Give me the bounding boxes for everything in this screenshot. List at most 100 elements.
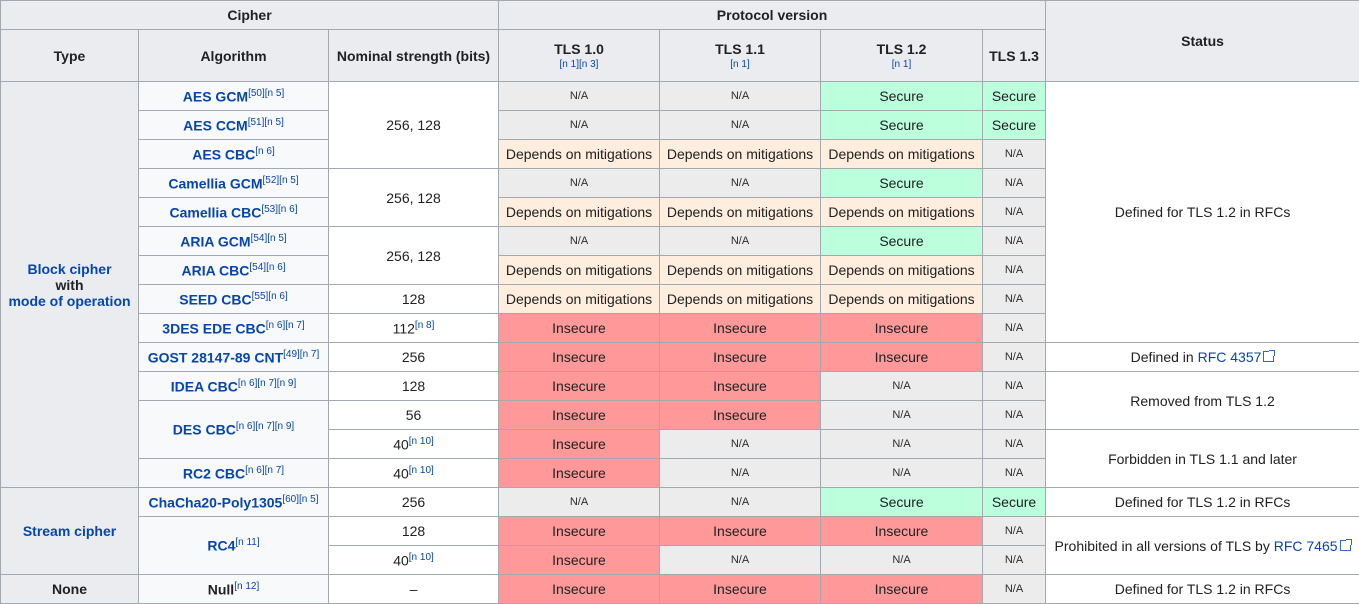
- footnote-link[interactable]: [n 6]: [255, 145, 275, 157]
- footnote-link[interactable]: [n 10]: [408, 551, 434, 563]
- table-row: IDEA CBC[n 6][n 7][n 9] 128 Insecure Ins…: [1, 371, 1359, 430]
- strength-cell: 40[n 10]: [328, 545, 499, 575]
- tls12-footnote-link[interactable]: [n 1]: [891, 59, 912, 70]
- footnote-link[interactable]: [n 6][n 7][n 9]: [237, 377, 297, 389]
- tls13-secure: Secure: [981, 487, 1047, 517]
- status-defined-rfcs: Defined for TLS 1.2 in RFCs: [1045, 574, 1359, 604]
- algorithm-link[interactable]: SEED CBC: [179, 291, 252, 308]
- tls13-na: N/A: [981, 458, 1047, 488]
- tls13-na: N/A: [981, 313, 1047, 343]
- algorithm-link[interactable]: IDEA CBC: [170, 378, 238, 395]
- external-link-icon: [1263, 350, 1276, 362]
- footnote-link[interactable]: [50][n 5]: [248, 87, 285, 99]
- tls10-insecure: Insecure: [498, 458, 660, 488]
- tls10-insecure: Insecure: [498, 516, 660, 546]
- algorithm-cell: Camellia GCM[52][n 5]: [138, 168, 329, 198]
- rfc4357-link[interactable]: RFC 4357: [1197, 349, 1262, 365]
- block-cipher-link[interactable]: Block cipher: [27, 260, 112, 277]
- table-row: ARIA CBC[54][n 6] Depends on mitigations…: [1, 255, 1359, 285]
- algorithm-cell: ARIA GCM[54][n 5]: [138, 226, 329, 256]
- cipher-header: Cipher: [0, 0, 499, 30]
- stream-cipher-link[interactable]: Stream cipher: [22, 523, 117, 539]
- type-none: None: [0, 574, 139, 604]
- tls11-insecure: Insecure: [659, 313, 821, 343]
- tls10-footnote-link[interactable]: [n 1][n 3]: [559, 59, 599, 70]
- mode-of-operation-link[interactable]: mode of operation: [8, 292, 131, 309]
- footnote-link[interactable]: [n 10]: [408, 464, 434, 476]
- tls10-insecure: Insecure: [498, 342, 660, 372]
- with-label: with: [55, 276, 84, 293]
- strength-value: 112: [392, 320, 415, 337]
- footnote-link[interactable]: [n 8]: [414, 319, 435, 331]
- algorithm-link[interactable]: DES CBC: [172, 421, 236, 438]
- tls12-label: TLS 1.2: [876, 41, 927, 57]
- strength-cell: –: [328, 574, 499, 604]
- tls12-depends: Depends on mitigations: [820, 255, 983, 285]
- tls11-insecure: Insecure: [659, 371, 821, 401]
- algorithm-header: Algorithm: [138, 29, 329, 82]
- tls10-insecure: Insecure: [498, 429, 660, 459]
- tls12-secure: Secure: [820, 226, 983, 256]
- tls10-insecure: Insecure: [498, 545, 660, 575]
- footnote-link[interactable]: [n 12]: [234, 580, 260, 592]
- rfc7465-link[interactable]: RFC 7465: [1273, 537, 1338, 554]
- algorithm-link[interactable]: ARIA CBC: [181, 262, 250, 279]
- tls11-footnote-link[interactable]: [n 1]: [730, 59, 750, 70]
- table-row: 40[n 10] Insecure N/A N/A N/A Forbidden …: [1, 429, 1359, 488]
- tls10-depends: Depends on mitigations: [498, 197, 660, 227]
- footnote-link[interactable]: [n 11]: [235, 537, 260, 549]
- strength-cell: 256, 128: [328, 168, 499, 227]
- tls11-label: TLS 1.1: [715, 41, 765, 57]
- algorithm-link[interactable]: Camellia GCM: [168, 175, 263, 192]
- protocol-version-header: Protocol version: [497, 0, 1047, 30]
- algorithm-cell: GOST 28147-89 CNT[49][n 7]: [138, 342, 329, 372]
- algorithm-link[interactable]: ARIA GCM: [180, 233, 251, 250]
- strength-value: 40: [393, 436, 409, 453]
- footnote-link[interactable]: [n 6][n 7]: [245, 464, 285, 476]
- strength-cell: 112[n 8]: [328, 313, 499, 343]
- type-header: Type: [0, 29, 139, 82]
- algorithm-link[interactable]: AES CBC: [192, 146, 256, 163]
- footnote-link[interactable]: [53][n 6]: [261, 203, 298, 215]
- footnote-link[interactable]: [51][n 5]: [247, 116, 284, 128]
- table-row: DES CBC[n 6][n 7][n 9] 56 Insecure Insec…: [1, 400, 1359, 459]
- footnote-link[interactable]: [n 10]: [408, 435, 434, 447]
- algorithm-link[interactable]: AES CCM: [183, 117, 248, 134]
- footnote-link[interactable]: [52][n 5]: [262, 174, 299, 186]
- tls12-insecure: Insecure: [820, 516, 983, 546]
- footnote-link[interactable]: [54][n 5]: [250, 232, 287, 244]
- tls13-na: N/A: [981, 429, 1047, 459]
- footnote-link[interactable]: [55][n 6]: [251, 290, 288, 302]
- footnote-link[interactable]: [n 6][n 7][n 9]: [235, 421, 295, 433]
- algorithm-link[interactable]: GOST 28147-89 CNT: [147, 349, 284, 366]
- tls12-secure: Secure: [820, 487, 983, 517]
- algorithm-link[interactable]: ChaCha20-Poly1305: [148, 494, 283, 511]
- table-row: AES CBC[n 6] Depends on mitigations Depe…: [1, 139, 1359, 169]
- tls10-na: N/A: [498, 168, 660, 198]
- strength-cell: 128: [328, 516, 499, 546]
- tls10-na: N/A: [498, 110, 660, 140]
- algorithm-link[interactable]: RC4: [207, 537, 236, 554]
- tls11-depends: Depends on mitigations: [659, 197, 821, 227]
- footnote-link[interactable]: [54][n 6]: [249, 261, 286, 273]
- algorithm-link[interactable]: AES GCM: [182, 88, 249, 105]
- algorithm-cell: 3DES EDE CBC[n 6][n 7]: [138, 313, 329, 343]
- strength-cell: 256, 128: [328, 226, 499, 285]
- strength-cell: 256: [328, 487, 499, 517]
- algorithm-link[interactable]: Camellia CBC: [169, 204, 262, 221]
- tls10-na: N/A: [498, 81, 660, 111]
- footnote-link[interactable]: [49][n 7]: [283, 348, 320, 360]
- tls12-na: N/A: [820, 458, 983, 488]
- tls11-na: N/A: [659, 226, 821, 256]
- strength-value: 40: [393, 552, 409, 569]
- tls13-na: N/A: [981, 255, 1047, 285]
- status-removed: Removed from TLS 1.2: [1045, 371, 1359, 430]
- algorithm-cell: ARIA CBC[54][n 6]: [138, 255, 329, 285]
- tls13-na: N/A: [981, 168, 1047, 198]
- algorithm-link[interactable]: 3DES EDE CBC: [162, 320, 266, 337]
- footnote-link[interactable]: [n 6][n 7]: [265, 319, 305, 331]
- footnote-link[interactable]: [60][n 5]: [282, 493, 319, 505]
- algorithm-link[interactable]: RC2 CBC: [182, 465, 246, 482]
- status-forbidden: Forbidden in TLS 1.1 and later: [1045, 429, 1359, 488]
